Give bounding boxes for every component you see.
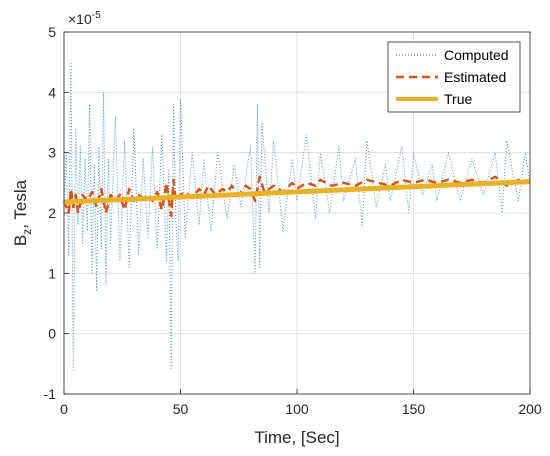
x-tick-label: 200 (518, 401, 542, 417)
y-tick-label: 0 (48, 326, 56, 342)
x-tick-label: 100 (285, 401, 309, 417)
x-tick-label: 50 (173, 401, 189, 417)
y-tick-label: -1 (44, 386, 57, 402)
x-tick-label: 0 (60, 401, 68, 417)
series-line-true (63, 179, 531, 205)
series-line-estimated (62, 175, 531, 218)
y-exponent-label: ×10-5 (68, 10, 101, 27)
y-tick-label: 2 (48, 205, 56, 221)
legend-label-estimated: Estimated (444, 69, 506, 85)
y-axis-label: Bz, Tesla (11, 179, 34, 246)
series-layer (62, 61, 531, 371)
y-tick-label: 4 (48, 84, 56, 100)
legend-label-computed: Computed (444, 47, 509, 63)
legend-label-true: True (444, 91, 472, 107)
x-axis-label: Time, [Sec] (254, 428, 339, 447)
y-tick-label: 1 (48, 265, 56, 281)
legend: Computed Estimated True (387, 41, 521, 113)
y-tick-label: 3 (48, 145, 56, 161)
x-tick-label: 150 (402, 401, 426, 417)
y-tick-label: 5 (48, 24, 56, 40)
